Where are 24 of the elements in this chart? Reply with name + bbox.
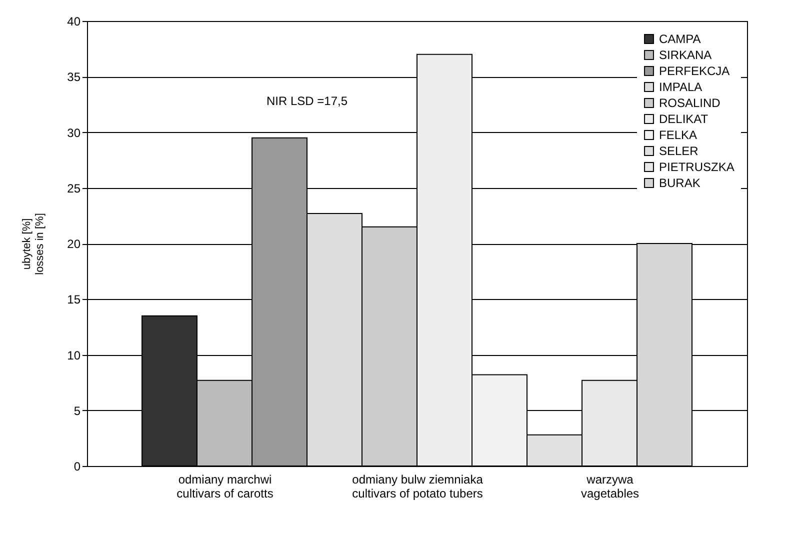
legend-label: BURAK: [659, 176, 700, 190]
y-tick-label: 25: [67, 181, 81, 196]
legend-label: ROSALIND: [659, 96, 721, 110]
y-axis-title: ubytek [%] losses in [%]: [21, 213, 46, 275]
y-tick-label: 40: [67, 14, 81, 28]
legend-label: PERFEKCJA: [659, 64, 730, 78]
y-tick-label: 10: [67, 348, 81, 362]
y-tick-label: 15: [67, 292, 81, 307]
x-tick-label: odmiany marchwi cultivars of carotts: [176, 472, 274, 500]
y-tick-label: 35: [67, 70, 81, 84]
legend-label: DELIKAT: [659, 112, 709, 126]
y-tick-label: 0: [74, 460, 81, 474]
legend-label: PIETRUSZKA: [659, 160, 734, 174]
y-tick-label: 5: [74, 404, 81, 418]
legend-label: IMPALA: [659, 80, 702, 94]
legend-label: FELKA: [659, 128, 698, 142]
x-tick-label: odmiany bulw ziemniaka cultivars of potato tubers: [352, 472, 484, 500]
y-tick-label: 20: [67, 237, 81, 251]
y-tick-label: 30: [67, 126, 81, 140]
legend-label: SIRKANA: [659, 48, 712, 62]
annotation: NIR LSD =17,5: [266, 94, 348, 108]
x-tick-label: warzywa vagetables: [580, 472, 640, 500]
legend-label: SELER: [659, 144, 699, 158]
legend-label: CAMPA: [659, 32, 701, 46]
